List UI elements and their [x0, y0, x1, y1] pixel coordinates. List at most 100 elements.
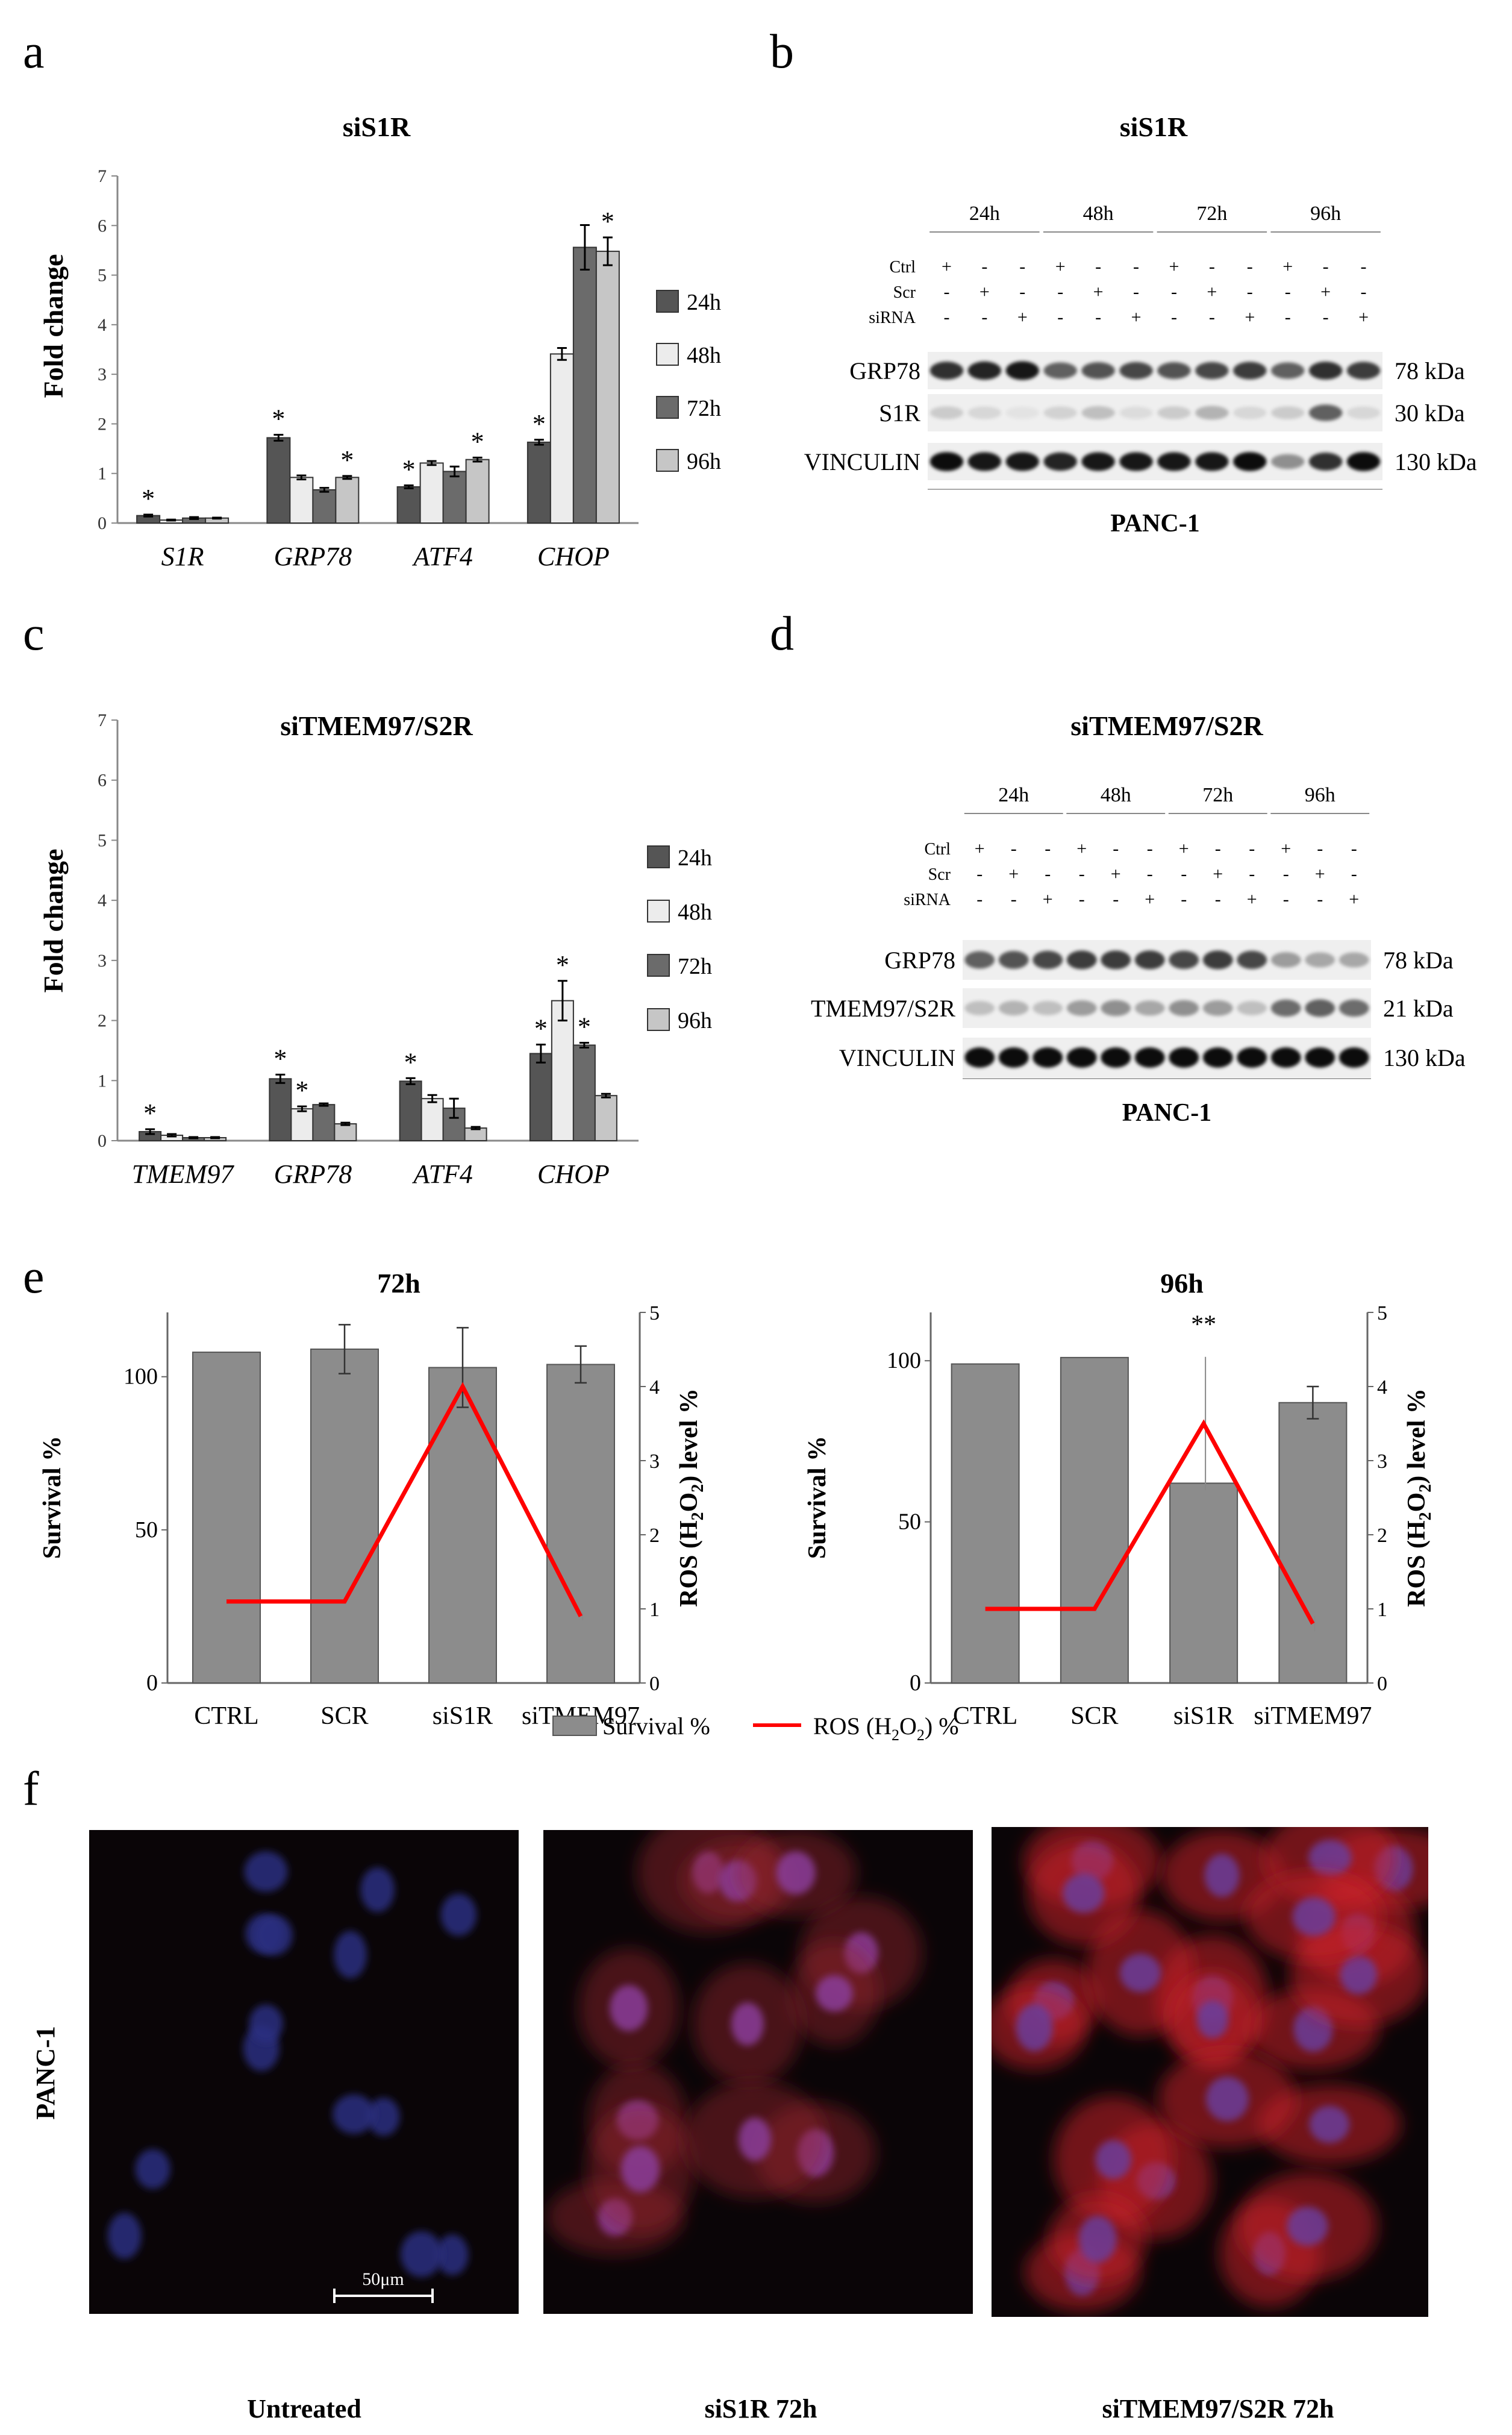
protein-band	[1134, 1000, 1165, 1016]
condition-sign: -	[1317, 839, 1323, 859]
micro-image-sis1r	[543, 1830, 973, 2314]
micro-label-sis1r: siS1R 72h	[704, 2394, 817, 2424]
condition-sign: -	[1215, 839, 1221, 859]
protein-band	[964, 1001, 995, 1015]
nucleus	[1308, 1840, 1352, 1876]
x-category-label: ATF4	[411, 1159, 473, 1189]
protein-band	[1169, 950, 1199, 970]
protein-band	[1270, 952, 1301, 968]
micro-image-sitmem97	[992, 1827, 1428, 2317]
condition-sign: -	[1147, 839, 1153, 859]
western-blot-d: siTMEM97/S2R 24h 48h 72h 96h Ctrl + - - + - - + - - + - -…	[811, 710, 1466, 1127]
bar	[442, 471, 467, 524]
protein-band	[1134, 1047, 1165, 1068]
condition-sign: -	[1057, 307, 1063, 327]
condition-sign: -	[1181, 889, 1187, 909]
condition-label: siRNA	[904, 891, 951, 909]
condition-sign: -	[1351, 839, 1357, 859]
panel-letter-f: f	[23, 1763, 39, 1816]
y2-tick-label: 3	[1377, 1450, 1387, 1473]
protein-band	[964, 1047, 995, 1068]
condition-sign: -	[1113, 889, 1119, 909]
y-tick-label: 0	[98, 513, 107, 533]
condition-sign: +	[1131, 307, 1142, 327]
protein-band	[1081, 452, 1115, 471]
condition-sign: +	[1111, 864, 1121, 884]
scale-bar-label: 50μm	[362, 2269, 404, 2289]
y-tick-label: 5	[98, 266, 107, 286]
x-category-label: SCR	[320, 1702, 368, 1730]
x-category-label: siS1R	[433, 1702, 493, 1730]
band-label: S1R	[879, 400, 920, 427]
y-tick-label: 3	[98, 951, 107, 971]
bar	[334, 1123, 357, 1141]
chart-a: siS1R Fold change 01234567S1R*GRP78**ATF…	[38, 111, 721, 571]
condition-sign: -	[1317, 889, 1323, 909]
condition-sign: -	[1133, 257, 1139, 277]
protein-band	[1339, 999, 1369, 1017]
condition-sign: +	[1145, 889, 1155, 909]
protein-band	[1043, 452, 1077, 471]
protein-band	[1305, 999, 1335, 1017]
legend-swatch	[647, 845, 670, 868]
nucleus	[1016, 2004, 1053, 2052]
condition-sign: -	[1079, 864, 1085, 884]
y-tick-label: 3	[98, 365, 107, 384]
micro-label-sitmem97: siTMEM97/S2R 72h	[1102, 2394, 1334, 2424]
legend-swatch	[656, 290, 679, 313]
protein-band	[1339, 952, 1369, 968]
nucleus	[1309, 2105, 1350, 2143]
protein-band	[1134, 950, 1165, 970]
y2-tick-label: 2	[649, 1525, 660, 1547]
condition-sign: +	[1247, 889, 1257, 909]
x-category-label: S1R	[161, 542, 204, 571]
nucleus	[440, 1893, 477, 1936]
condition-label: Scr	[893, 283, 916, 302]
nucleus	[1078, 2216, 1117, 2263]
condition-sign: -	[1133, 282, 1139, 302]
significance-mark: **	[1191, 1311, 1216, 1338]
significance-mark: *	[578, 1012, 591, 1041]
bar	[419, 462, 444, 524]
blot-strip	[963, 940, 1371, 980]
condition-sign: -	[981, 257, 987, 277]
protein-band	[1005, 452, 1039, 471]
protein-band	[1237, 950, 1267, 970]
chart-c-legend: 24h 48h 72h 96h	[647, 845, 712, 1033]
condition-sign: +	[1281, 839, 1291, 859]
nucleus	[731, 2002, 764, 2046]
condition-sign: +	[942, 257, 952, 277]
y2-label-part: 2	[1416, 1512, 1435, 1520]
legend-label: 72h	[687, 396, 721, 421]
condition-sign: -	[1095, 307, 1101, 327]
blot-strip	[963, 1038, 1371, 1077]
western-blot-b: siS1R 24h 48h 72h 96h Ctrl + - - + - - + - - + - - Scr - + - -…	[804, 111, 1477, 537]
condition-sign: -	[1351, 864, 1357, 884]
legend-label: 24h	[687, 290, 721, 315]
protein-band	[1202, 1047, 1233, 1068]
significance-mark: *	[601, 207, 614, 236]
y2-tick-label: 1	[649, 1599, 660, 1621]
x-category-label: GRP78	[274, 1159, 352, 1189]
legend-ros-part-4: 2	[917, 1726, 925, 1744]
protein-band	[1101, 1000, 1131, 1017]
blot-title: siTMEM97/S2R	[1070, 710, 1263, 741]
protein-band	[1202, 1000, 1233, 1016]
y-tick-label: 4	[98, 891, 107, 910]
protein-band	[1032, 950, 1063, 970]
condition-sign: -	[1249, 864, 1255, 884]
cell-line-label: PANC-1	[1122, 1099, 1212, 1127]
legend-swatch	[647, 954, 670, 977]
protein-band	[967, 452, 1002, 471]
protein-band	[1305, 1047, 1335, 1068]
protein-band	[998, 1000, 1029, 1016]
bar	[572, 246, 597, 524]
chart-c: siTMEM97/S2R Fold change 0 1 2 3 4 5 6 7 TMEM97 *…	[38, 710, 712, 1189]
legend-ros-part-3: O	[899, 1713, 917, 1740]
condition-sign: -	[1249, 839, 1255, 859]
condition-sign: +	[1076, 839, 1087, 859]
protein-band	[1271, 406, 1305, 419]
significance-mark: *	[340, 445, 354, 475]
condition-sign: -	[1247, 282, 1253, 302]
